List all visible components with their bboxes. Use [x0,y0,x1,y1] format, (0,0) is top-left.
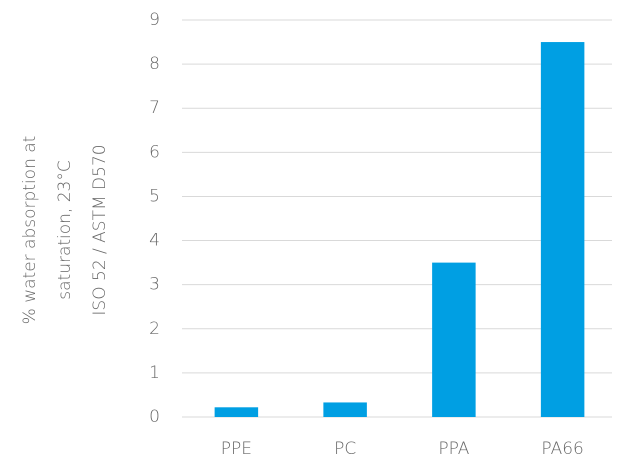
y-tick-label: 9 [149,10,160,30]
x-tick-label: PC [334,439,356,459]
y-tick-label: 8 [149,54,160,74]
y-axis-label-line: saturation, 23°C [55,160,75,300]
y-tick-label: 1 [149,363,160,383]
x-tick-label: PA66 [541,439,583,459]
bar [540,42,585,418]
x-tick-label: PPA [438,439,469,459]
y-tick-label: 2 [149,319,160,339]
y-axis-label-line: % water absorption at [20,136,40,325]
x-tick-label: PPE [221,439,252,459]
bar [214,407,259,417]
bar [323,402,367,417]
y-tick-label: 7 [149,98,160,118]
y-axis-label-line: ISO 52 / ASTM D570 [90,144,110,315]
y-axis-label: % water absorption at saturation, 23°C I… [20,136,110,325]
y-tick-label: 5 [149,186,160,206]
bar [432,262,476,417]
y-tick-label: 4 [149,231,160,251]
y-tick-label: 3 [149,275,160,295]
y-tick-label: 6 [149,142,160,162]
y-tick-label: 0 [149,407,160,427]
